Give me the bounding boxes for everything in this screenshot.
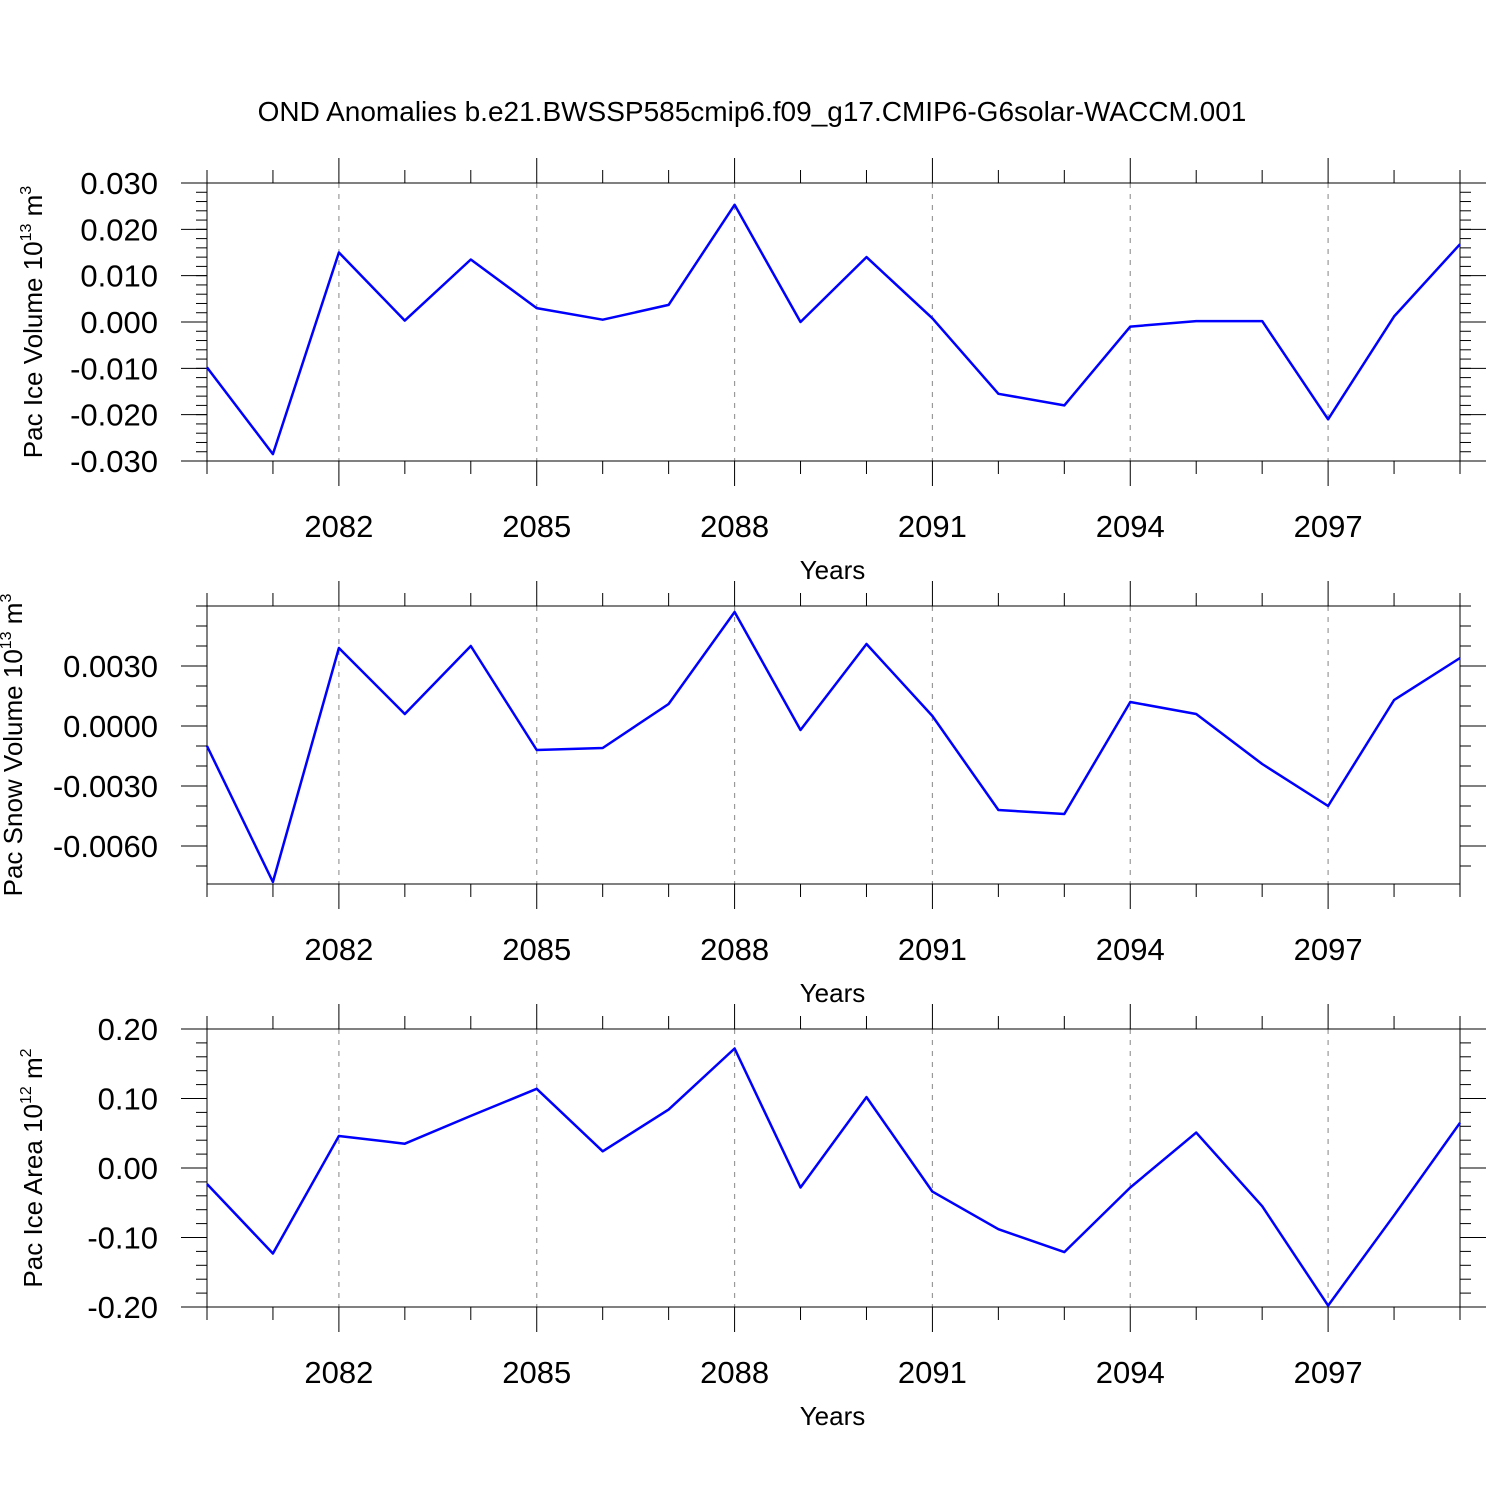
x-tick-label: 2088: [700, 932, 769, 967]
y-axis-label: Pac Snow Volume 1013 m3: [0, 594, 28, 897]
panel-2: 2082 2085 2088 2091 2094 2097 0.0030 0.0000 -0.0…: [0, 581, 1486, 1008]
x-tick-label: 2085: [502, 509, 571, 544]
y-tick-label: -0.20: [87, 1290, 158, 1325]
panel-3: 2082 2085 2088 2091 2094 2097 0.20 0.10 0.00 -0.1…: [18, 1004, 1486, 1431]
x-tick-label: 2091: [898, 932, 967, 967]
x-tick-label: 2097: [1294, 932, 1363, 967]
x-tick-label: 2091: [898, 1355, 967, 1390]
y-tick-label: -0.0030: [53, 769, 158, 804]
y-tick-label: 0.0030: [63, 649, 158, 684]
figure-title: OND Anomalies b.e21.BWSSP585cmip6.f09_g1…: [258, 96, 1247, 127]
y-tick-label: -0.10: [87, 1221, 158, 1256]
plot-frame: [206, 605, 1461, 885]
y-tick-label: 0.010: [80, 259, 158, 294]
y-axis-label: Pac Ice Volume 1013 m3: [18, 186, 48, 459]
panel-1: 2082 2085 2088 2091 2094 2097 0.030 0.020 0.010 0…: [18, 158, 1486, 585]
y-tick-label: 0.10: [98, 1082, 158, 1117]
x-tick-label: 2082: [304, 509, 373, 544]
y-tick-label: -0.030: [70, 444, 158, 479]
y-tick-label: -0.010: [70, 351, 158, 386]
x-tick-label: 2082: [304, 1355, 373, 1390]
x-axis-label: Years: [800, 978, 866, 1008]
y-tick-label: 0.0000: [63, 709, 158, 744]
x-tick-label: 2097: [1294, 1355, 1363, 1390]
y-tick-label: 0.20: [98, 1012, 158, 1047]
series-line: [205, 610, 1461, 884]
plot-frame: [206, 182, 1461, 462]
plot-frame: [206, 1028, 1461, 1308]
x-axis-label: Years: [800, 1401, 866, 1431]
y-axis-label: Pac Ice Area 1012 m2: [18, 1048, 48, 1287]
y-tick-label: 0.030: [80, 166, 158, 201]
x-tick-label: 2085: [502, 1355, 571, 1390]
x-tick-label: 2088: [700, 509, 769, 544]
y-tick-label: -0.020: [70, 398, 158, 433]
x-tick-label: 2094: [1096, 1355, 1165, 1390]
y-tick-label: -0.0060: [53, 829, 158, 864]
y-tick-label: 0.00: [98, 1151, 158, 1186]
x-tick-label: 2094: [1096, 509, 1165, 544]
panels: 2082 2085 2088 2091 2094 2097 0.030 0.020 0.010 0…: [0, 158, 1486, 1431]
x-tick-label: 2094: [1096, 932, 1165, 967]
x-axis-label: Years: [800, 555, 866, 585]
y-tick-label: 0.020: [80, 212, 158, 247]
series-line: [206, 203, 1461, 456]
x-tick-label: 2097: [1294, 509, 1363, 544]
x-tick-label: 2085: [502, 932, 571, 967]
x-tick-label: 2091: [898, 509, 967, 544]
x-tick-label: 2088: [700, 1355, 769, 1390]
x-tick-label: 2082: [304, 932, 373, 967]
y-tick-label: 0.000: [80, 305, 158, 340]
series-line: [206, 1047, 1462, 1307]
